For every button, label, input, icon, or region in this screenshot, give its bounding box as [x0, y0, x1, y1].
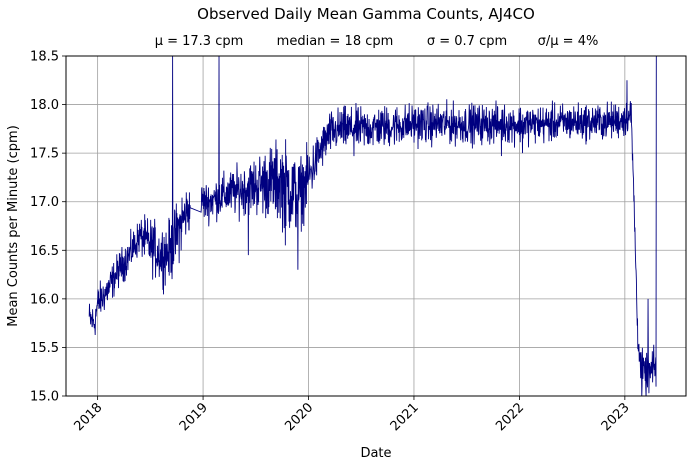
- y-tick-label: 16.5: [30, 244, 59, 259]
- grid: [66, 55, 686, 397]
- x-axis-label: Date: [360, 446, 391, 461]
- chart-title: Observed Daily Mean Gamma Counts, AJ4CO: [197, 5, 535, 23]
- y-axis: 15.0 15.5 16.0 16.5 17.0 17.5 18.0 18.5: [30, 50, 66, 405]
- y-tick-label: 18.0: [30, 98, 59, 113]
- plot-frame: [65, 55, 687, 397]
- stat-median: median = 18 cpm: [277, 34, 394, 49]
- x-tick-label: 2020: [282, 400, 316, 434]
- y-tick-label: 17.0: [30, 195, 59, 210]
- x-tick-label: 2021: [388, 400, 422, 434]
- y-tick-label: 16.0: [30, 292, 59, 307]
- y-tick-label: 17.5: [30, 147, 59, 162]
- y-tick-label: 15.5: [30, 341, 59, 356]
- stat-sigma: σ = 0.7 cpm: [427, 34, 507, 49]
- y-axis-label: Mean Counts per Minute (cpm): [6, 125, 21, 327]
- x-tick-label: 2019: [177, 400, 211, 434]
- series-line: [88, 56, 657, 396]
- x-tick-label: 2023: [599, 400, 633, 434]
- stat-mean: μ = 17.3 cpm: [155, 34, 244, 49]
- y-tick-label: 15.0: [30, 390, 59, 405]
- x-tick-label: 2018: [71, 400, 105, 434]
- x-tick-label: 2022: [493, 400, 527, 434]
- x-axis: 2018 2019 2020 2021 2022 2023: [71, 396, 633, 434]
- y-tick-label: 18.5: [30, 50, 59, 65]
- stat-ratio: σ/μ = 4%: [538, 34, 599, 49]
